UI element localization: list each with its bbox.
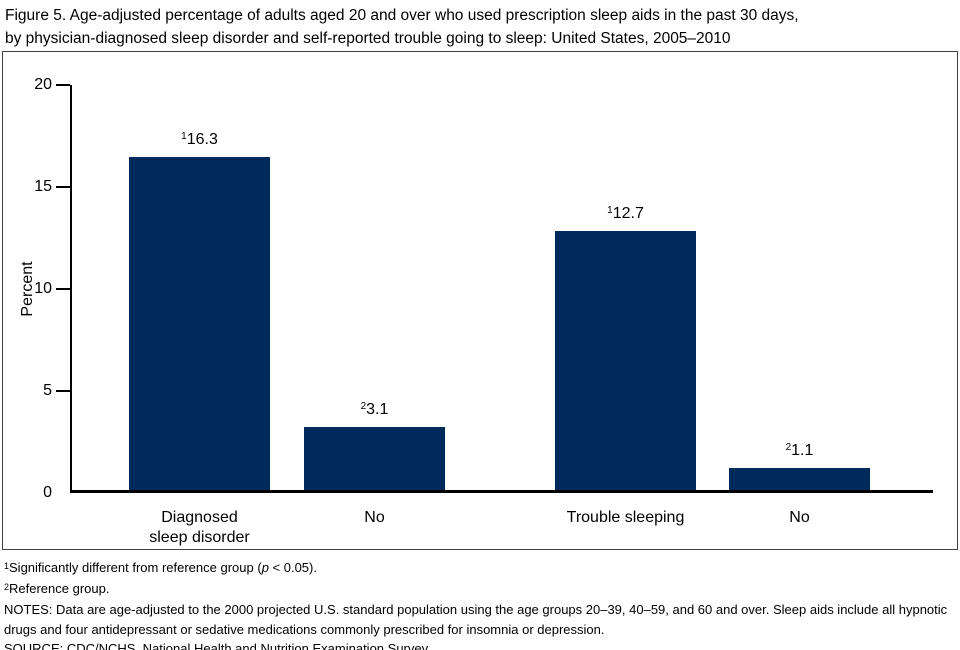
bar [304,427,445,490]
y-axis-tick [56,84,70,86]
footnote-1-text-end: < 0.05). [268,560,317,575]
footnote-1-superscript: 1 [4,561,10,571]
bar-value-label: 23.1 [360,401,389,418]
y-tick-label: 15 [34,178,52,195]
y-tick-label: 5 [43,382,52,399]
figure-title-line2: by physician-diagnosed sleep disorder an… [5,30,731,47]
footnote-2-text: Reference group. [9,581,110,597]
footnote-2-superscript: 2 [4,582,10,593]
bar-value-label: 112.7 [607,205,644,222]
figure-title-line1: Figure 5. Age-adjusted percentage of adu… [5,7,799,24]
bar-value-label: 21.1 [785,442,814,459]
bar [129,157,270,490]
x-category-label: No [789,509,810,526]
footnotes: 1Significantly different from reference … [4,558,948,650]
footnote-2: 2Reference group. [4,579,948,600]
x-category-label: Trouble sleeping [566,509,685,526]
plot-area: Percent 0 5 10 15 20 116.3 Diagnosed sleep diso… [19,76,933,546]
footnote-1-italic-p: p [261,560,269,575]
y-tick-label: 0 [43,484,52,501]
y-tick-label: 10 [34,280,52,297]
y-axis-tick [56,186,70,188]
bar [729,468,870,490]
x-category-label: No [364,509,385,526]
bar [555,231,696,490]
footnote-1-text: Significantly different from reference g… [9,560,262,575]
bar-value-label: 116.3 [181,131,218,148]
footnote-1: 1Significantly different from reference … [4,558,948,579]
y-axis-tick [56,390,70,392]
footnote-source: SOURCE: CDC/NCHS, National Health and Nu… [4,640,431,650]
y-tick-label: 20 [34,76,52,93]
y-axis-tick [56,288,70,290]
bar-value-superscript: 1 [607,205,613,216]
bar-value-superscript: 2 [785,442,792,453]
footnote-notes: NOTES: Data are age-adjusted to the 2000… [4,602,948,637]
x-category-label: Diagnosed sleep disorder [149,509,250,546]
bar-value-superscript: 1 [181,131,187,142]
bar-value-superscript: 2 [360,401,367,412]
figure-title: Figure 5. Age-adjusted percentage of adu… [5,4,955,50]
